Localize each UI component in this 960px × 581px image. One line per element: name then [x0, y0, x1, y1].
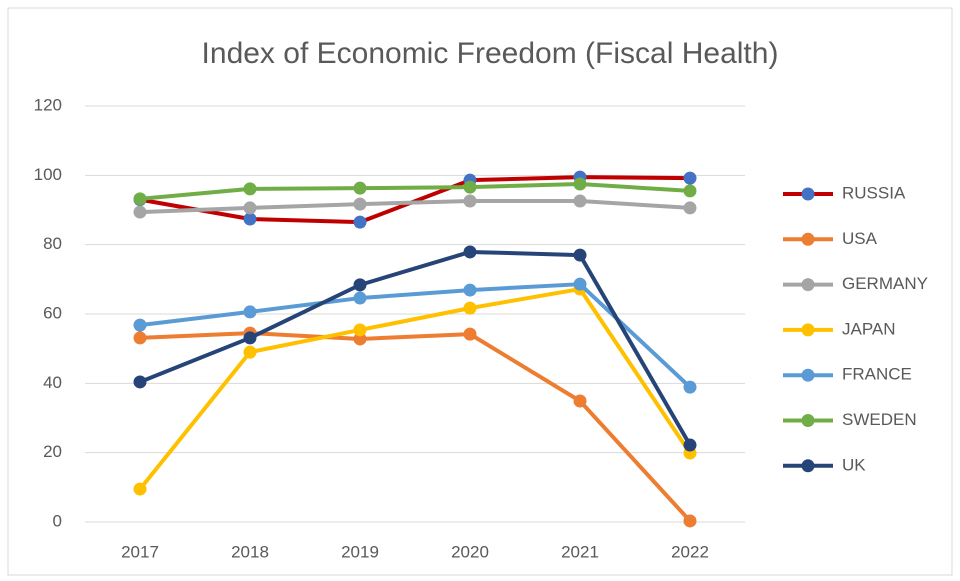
marker	[573, 177, 587, 191]
marker	[243, 305, 257, 319]
marker	[133, 192, 147, 206]
marker	[243, 182, 257, 196]
series-line	[139, 282, 692, 389]
x-tick-label: 2020	[451, 542, 489, 561]
marker	[683, 514, 697, 528]
y-tick-label: 60	[43, 303, 62, 322]
x-tick-label: 2021	[561, 542, 599, 561]
legend-marker	[801, 323, 815, 337]
marker	[683, 438, 697, 452]
marker	[133, 331, 147, 345]
marker	[683, 171, 697, 185]
marker	[353, 181, 367, 195]
marker	[463, 301, 477, 315]
marker	[683, 201, 697, 215]
marker	[353, 197, 367, 211]
marker	[463, 283, 477, 297]
legend-label: UK	[842, 455, 866, 474]
legend-label: RUSSIA	[842, 183, 906, 202]
marker	[133, 318, 147, 332]
x-tick-label: 2017	[121, 542, 159, 561]
marker	[573, 394, 587, 408]
x-tick-label: 2022	[671, 542, 709, 561]
marker	[353, 332, 367, 346]
x-tick-label: 2018	[231, 542, 269, 561]
y-tick-label: 20	[43, 442, 62, 461]
series-line	[139, 182, 691, 201]
marker	[133, 375, 147, 389]
legend-marker	[801, 368, 815, 382]
series-line	[139, 249, 692, 447]
marker	[133, 205, 147, 219]
marker	[353, 215, 367, 229]
legend-marker	[801, 187, 815, 201]
marker	[573, 194, 587, 208]
marker	[463, 327, 477, 341]
marker	[463, 180, 477, 194]
marker	[353, 278, 367, 292]
marker	[573, 248, 587, 262]
y-tick-label: 0	[53, 511, 62, 530]
chart-title: Index of Economic Freedom (Fiscal Health…	[202, 37, 779, 70]
legend-label: FRANCE	[842, 365, 912, 384]
marker	[463, 245, 477, 259]
legend-label: SWEDEN	[842, 410, 917, 429]
legend-label: GERMANY	[842, 274, 928, 293]
series-line	[138, 287, 692, 491]
marker	[243, 201, 257, 215]
y-tick-label: 40	[43, 373, 62, 392]
legend-label: USA	[842, 229, 878, 248]
legend-marker	[801, 232, 815, 246]
marker	[243, 345, 257, 359]
marker	[133, 482, 147, 496]
marker	[573, 277, 587, 291]
y-tick-label: 120	[34, 95, 62, 114]
marker	[353, 323, 367, 337]
legend-label: JAPAN	[842, 319, 896, 338]
series-line	[139, 331, 692, 523]
legend-marker	[801, 414, 815, 427]
series-line	[139, 198, 691, 215]
marker	[243, 331, 257, 345]
x-tick-label: 2019	[341, 542, 379, 561]
marker	[353, 291, 367, 305]
marker	[683, 380, 697, 394]
legend-marker	[801, 278, 815, 292]
y-tick-label: 80	[43, 234, 62, 253]
marker	[683, 184, 697, 198]
legend-marker	[801, 459, 815, 473]
marker	[463, 194, 477, 208]
marker	[243, 212, 257, 226]
y-tick-label: 100	[34, 165, 62, 184]
